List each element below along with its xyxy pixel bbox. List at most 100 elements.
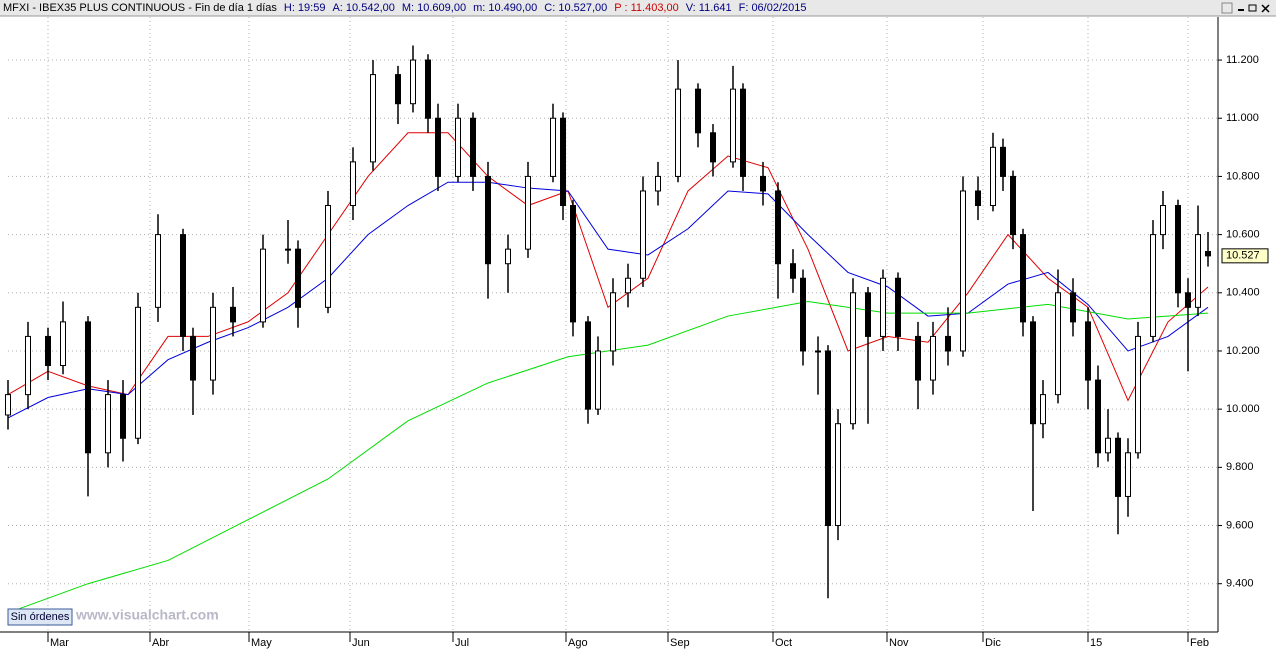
candle-body	[1040, 394, 1046, 425]
y-tick-label: 10.000	[1226, 403, 1260, 415]
candle-body	[895, 277, 901, 337]
y-tick-label: 9.400	[1226, 578, 1254, 590]
candle-body	[1070, 292, 1076, 323]
orders-button-label[interactable]: Sin órdenes	[11, 611, 70, 623]
x-tick-label: May	[251, 637, 272, 649]
moving-average-line	[7, 301, 1209, 614]
candle-body	[1185, 292, 1191, 308]
candle-body	[105, 394, 111, 454]
header-bar	[0, 0, 1276, 16]
candle-body	[1160, 205, 1166, 236]
candle-body	[1010, 175, 1016, 236]
window-buttons[interactable]	[1221, 2, 1270, 14]
x-tick-label: Ago	[568, 637, 588, 649]
candle-body	[695, 88, 701, 134]
candle-body	[285, 248, 291, 251]
candle-body	[190, 335, 196, 381]
candle-body	[610, 292, 616, 352]
header-item: A: 10.542,00	[332, 2, 394, 14]
y-tick-label: 11.200	[1226, 54, 1259, 66]
candle-body	[790, 263, 796, 279]
candle-body	[1205, 250, 1211, 257]
candle-body	[410, 59, 416, 105]
candle-body	[350, 161, 356, 207]
header-item: P : 11.403,00	[614, 2, 678, 14]
candle-body	[930, 335, 936, 381]
candle-body	[560, 117, 566, 207]
candle-body	[120, 394, 126, 439]
header-item: F: 06/02/2015	[739, 2, 807, 14]
x-tick-label: Jul	[455, 637, 469, 649]
x-tick-label: Nov	[889, 637, 909, 649]
x-tick-label: Dic	[985, 637, 1001, 649]
candle-body	[1030, 321, 1036, 425]
candle-body	[180, 234, 186, 337]
candle-body	[990, 146, 996, 207]
candle-body	[640, 190, 646, 279]
candle-body	[135, 306, 141, 439]
candle-body	[295, 248, 301, 308]
candle-body	[1195, 234, 1201, 308]
candle-body	[850, 292, 856, 425]
header-item: V: 11.641	[686, 2, 732, 14]
candle-body	[570, 205, 576, 323]
candle-body	[45, 335, 51, 367]
orders-button[interactable]	[7, 608, 73, 626]
watermark: www.visualchart.com	[75, 607, 219, 623]
candle-body	[675, 88, 681, 177]
candle-body	[880, 277, 886, 337]
candle-body	[525, 175, 531, 250]
candle-body	[1085, 321, 1091, 381]
y-tick-label: 9.600	[1226, 519, 1254, 531]
candle-body	[325, 205, 331, 308]
candle-body	[5, 394, 11, 416]
y-tick-label: 9.800	[1226, 461, 1254, 473]
header-item: MFXI - IBEX35 PLUS CONTINUOUS - Fin de d…	[3, 2, 277, 14]
candle-body	[960, 190, 966, 352]
x-tick-label: Oct	[775, 637, 792, 649]
header-item: H: 19:59	[284, 2, 326, 14]
candle-body	[915, 335, 921, 381]
candle-body	[730, 88, 736, 163]
moving-average-line	[7, 132, 1209, 402]
candle-body	[1115, 437, 1121, 497]
x-tick-label: Abr	[152, 637, 169, 649]
candle-body	[550, 117, 556, 177]
candle-body	[1175, 205, 1181, 294]
candle-body	[435, 117, 441, 177]
header-item: C: 10.527,00	[544, 2, 607, 14]
candle-body	[1095, 379, 1101, 454]
close-button[interactable]	[1261, 4, 1270, 13]
y-tick-label: 10.200	[1226, 345, 1260, 357]
candle-body	[595, 350, 601, 410]
header-item: M: 10.609,00	[402, 2, 466, 14]
header-item: m: 10.490,00	[473, 2, 537, 14]
x-tick-label: 15	[1090, 637, 1102, 649]
candle-body	[505, 248, 511, 265]
candle-body	[1105, 437, 1111, 454]
candle-body	[800, 277, 806, 352]
x-tick-label: Sep	[670, 637, 690, 649]
candle-body	[760, 175, 766, 192]
candle-body	[210, 306, 216, 381]
candle-body	[260, 248, 266, 323]
candle-body	[485, 175, 491, 265]
candle-body	[775, 190, 781, 265]
candle-body	[945, 335, 951, 352]
x-tick-label: Jun	[352, 637, 370, 649]
maximize-button[interactable]	[1248, 4, 1257, 12]
candle-body	[25, 335, 31, 396]
candle-body	[975, 190, 981, 207]
candle-body	[1055, 292, 1061, 396]
candle-body	[1020, 234, 1026, 323]
candle-body	[1125, 452, 1131, 497]
candle-body	[710, 132, 716, 163]
pin-button[interactable]	[1221, 2, 1233, 14]
last-price-label: 10.527	[1226, 250, 1260, 262]
x-tick-label: Feb	[1190, 637, 1209, 649]
candle-body	[370, 74, 376, 163]
candle-body	[865, 292, 871, 337]
candle-body	[230, 306, 236, 323]
